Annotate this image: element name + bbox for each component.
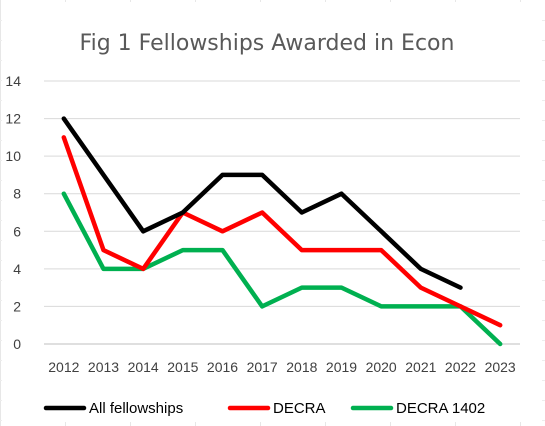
legend-item: DECRA	[227, 400, 326, 417]
legend-label: All fellowships	[89, 400, 183, 417]
y-tick-label: 10	[5, 148, 21, 164]
x-tick-label: 2013	[88, 359, 119, 375]
y-tick-label: 14	[5, 73, 21, 89]
legend-item: All fellowships	[43, 400, 183, 417]
x-tick-label: 2023	[485, 359, 516, 375]
legend-label: DECRA	[273, 400, 326, 417]
x-tick-label: 2021	[405, 359, 436, 375]
x-tick-label: 2012	[48, 359, 79, 375]
x-tick-label: 2017	[247, 359, 278, 375]
y-tick-label: 12	[5, 111, 21, 127]
x-tick-label: 2020	[366, 359, 397, 375]
y-tick-label: 0	[13, 336, 21, 352]
x-tick-label: 2014	[128, 359, 159, 375]
x-tick-label: 2018	[286, 359, 317, 375]
x-tick-label: 2016	[207, 359, 238, 375]
y-axis-ticks: 0 2 4 6 8 10 12 14	[5, 73, 21, 352]
series-line-decra-1402	[61, 191, 503, 347]
x-tick-label: 2022	[445, 359, 476, 375]
series-line-all-fellowships	[61, 116, 463, 290]
x-tick-label: 2019	[326, 359, 357, 375]
chart-title: Fig 1 Fellowships Awarded in Econ	[80, 31, 455, 56]
series-line-decra	[61, 135, 503, 328]
series-lines	[61, 116, 503, 347]
y-tick-label: 8	[13, 186, 21, 202]
legend: All fellowships DECRA DECRA 1402	[43, 400, 485, 417]
y-tick-label: 6	[13, 223, 21, 239]
x-tick-label: 2015	[167, 359, 198, 375]
legend-label: DECRA 1402	[396, 400, 485, 417]
x-axis-ticks: 2012 2013 2014 2015 2016 2017 2018 2019 2020 2021…	[48, 359, 516, 375]
y-tick-label: 2	[13, 298, 21, 314]
y-tick-label: 4	[13, 261, 21, 277]
legend-item: DECRA 1402	[350, 400, 485, 417]
